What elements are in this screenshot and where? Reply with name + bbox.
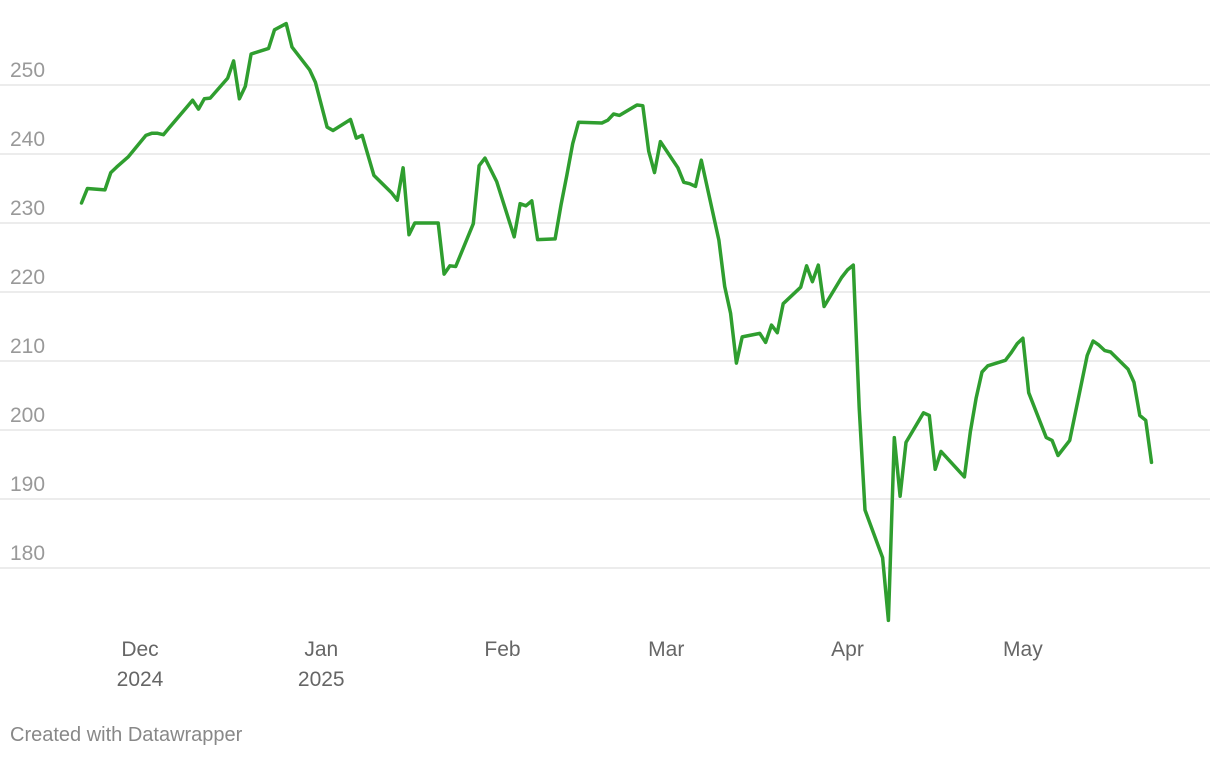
- x-tick-label: Dec: [121, 638, 158, 661]
- y-tick-label: 200: [10, 404, 45, 427]
- series-line-0: [79, 21, 1154, 623]
- y-tick-label: 190: [10, 473, 45, 496]
- y-tick-label: 240: [10, 128, 45, 151]
- y-tick-label: 180: [10, 542, 45, 565]
- x-axis-tick-labels: Dec 2024 Jan 2025 Feb Mar Apr May: [117, 638, 1044, 691]
- y-tick-label: 220: [10, 266, 45, 289]
- x-tick-label: Mar: [648, 638, 684, 661]
- chart-svg: 180 190 200 210 220 230 240 250 Dec 2024 Jan 2025 F…: [0, 21, 1210, 691]
- x-tick-label: May: [1003, 638, 1043, 661]
- x-tick-label: Feb: [484, 638, 520, 661]
- series-lines: [79, 21, 1154, 623]
- y-tick-label: 210: [10, 335, 45, 358]
- credit-text: Created with Datawrapper: [10, 724, 243, 746]
- gridlines: [0, 84, 1210, 569]
- x-tick-sublabel: 2024: [117, 668, 164, 691]
- y-axis-tick-labels: 180 190 200 210 220 230 240 250: [10, 59, 45, 565]
- y-tick-label: 250: [10, 59, 45, 82]
- x-tick-label: Jan: [304, 638, 338, 661]
- x-tick-sublabel: 2025: [298, 668, 345, 691]
- y-tick-label: 230: [10, 197, 45, 220]
- x-tick-label: Apr: [831, 638, 864, 661]
